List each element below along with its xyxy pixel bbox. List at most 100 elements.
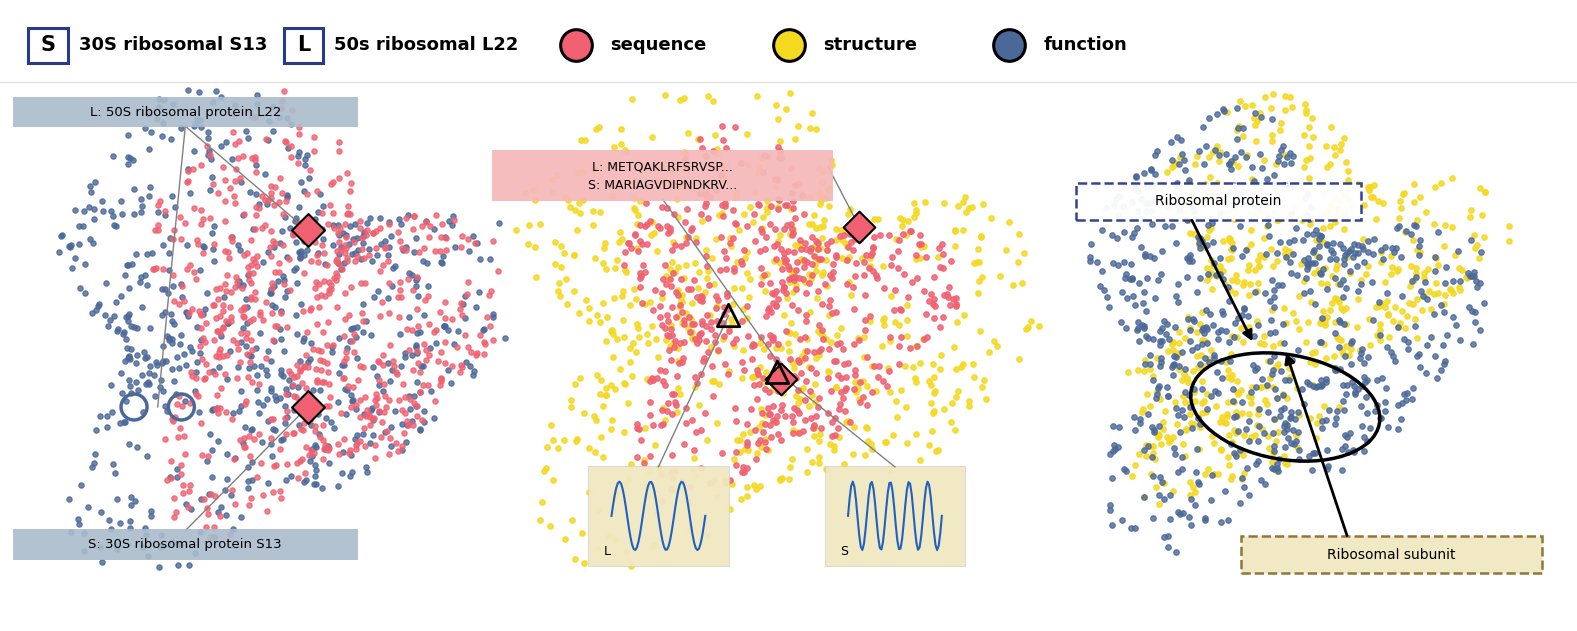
Point [71,221,96,231]
Point [651,419,677,429]
Point [248,429,273,439]
Point [367,223,393,233]
Point [658,226,683,236]
Point [401,247,426,257]
Point [779,377,804,387]
Point [1322,217,1347,227]
Point [790,426,815,436]
Point [355,225,380,235]
Point [970,382,995,392]
Point [587,389,612,399]
Point [148,530,173,540]
Point [681,372,706,382]
Point [1132,288,1158,298]
Point [1230,450,1255,460]
Point [203,86,229,96]
Point [213,278,238,288]
Point [1194,408,1219,418]
Point [629,271,654,281]
Point [1132,445,1158,455]
Point [1340,252,1366,262]
Point [686,335,711,345]
Point [465,348,490,358]
Point [303,459,328,469]
Point [1380,262,1405,272]
Point [1342,386,1367,396]
Point [1224,449,1249,459]
Point [85,301,110,311]
Point [752,232,777,242]
Point [323,274,349,285]
Point [1173,197,1199,207]
Point [1322,365,1347,375]
Point [1217,439,1243,449]
Point [192,373,218,383]
Point [716,369,741,379]
Point [1246,409,1271,419]
Point [629,435,654,445]
Point [823,224,848,234]
Point [1181,366,1206,376]
Point [1277,257,1303,268]
Point [386,215,412,225]
Point [1236,391,1262,401]
Point [973,394,998,404]
Point [1175,312,1200,322]
Point [1265,215,1290,225]
Point [1192,353,1217,363]
Point [697,192,722,202]
Point [779,270,804,280]
Point [792,332,817,342]
Point [555,299,580,309]
Point [408,387,434,398]
Point [1230,408,1255,418]
Point [118,492,144,502]
Point [467,287,492,297]
Point [1137,251,1162,261]
Point [759,432,784,442]
Point [716,304,741,314]
Point [736,202,762,212]
Point [743,454,768,464]
Point [175,163,200,174]
Point [284,213,309,223]
Point [953,192,978,202]
Point [681,274,706,285]
Point [235,483,260,493]
Point [1135,440,1161,451]
Point [1240,162,1265,172]
Point [1471,297,1497,307]
Point [380,262,405,273]
Point [1372,406,1397,416]
Point [334,256,360,266]
Point [539,187,565,197]
Point [1165,181,1191,191]
Point [1126,317,1151,327]
Point [155,406,180,416]
Point [1337,268,1363,278]
Point [301,397,326,407]
Point [695,310,721,320]
Point [262,200,287,210]
Point [1348,345,1374,355]
Point [84,425,109,435]
Point [475,312,500,322]
Point [686,283,711,293]
Point [230,210,255,220]
Point [1262,384,1287,394]
Point [847,377,872,387]
Point [686,329,711,339]
Point [572,135,598,145]
Point [443,242,468,252]
Point [790,274,815,284]
Point [869,341,894,351]
Point [1143,169,1169,179]
Point [1309,231,1334,241]
Point [877,230,902,240]
Point [290,306,315,316]
Point [468,330,494,340]
Point [705,302,730,312]
Point [1219,275,1244,285]
Point [284,329,309,339]
Point [751,150,776,160]
